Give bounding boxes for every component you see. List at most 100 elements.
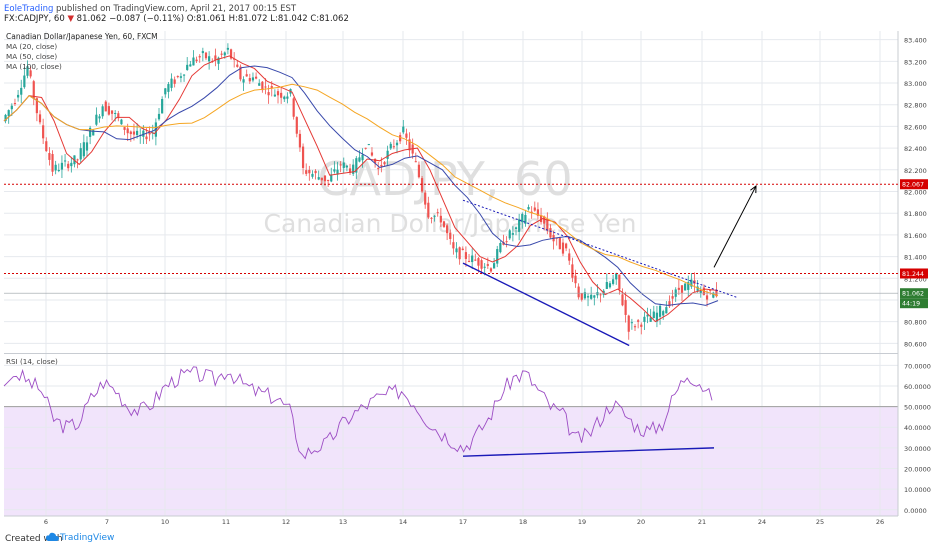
candle-body [709,289,712,291]
candle-body [370,152,374,156]
x-tick-label: 12 [282,518,290,526]
candle-body [135,130,139,136]
candle-body [286,96,289,99]
price-label-box [900,298,928,309]
candle-body [339,164,342,166]
candle-body [558,237,561,250]
candle-body [640,324,643,327]
candle-body [524,214,527,224]
rsi-tick-label: 10.0000 [904,486,931,494]
candle-body [267,92,270,96]
candle-body [590,294,593,299]
price-label-text: 82.067 [902,182,924,189]
candle-body [690,279,693,287]
candle-body [242,79,245,83]
candle-body [471,255,474,263]
main-chart-title: Canadian Dollar/Japanese Yen, 60, FXCM [6,32,158,41]
candle-body [79,148,82,160]
x-tick-label: 7 [105,518,109,526]
candle-body [298,133,302,148]
candle-body [355,158,358,173]
candle-body [489,268,493,272]
candle-body [574,275,577,284]
candle-body [317,177,320,180]
candle-body [696,286,699,291]
tradingview-brand[interactable]: TradingView [60,533,115,543]
rsi-tick-label: 60.0000 [904,383,931,391]
candle-body [442,221,446,227]
candle-body [665,307,668,314]
candle-body [514,227,518,229]
candle-body [367,144,370,146]
candle-body [546,219,549,231]
candle-body [314,170,317,174]
y-tick-label: 83.000 [904,80,927,88]
candle-body [236,64,239,67]
candle-body [38,114,42,123]
candle-body [301,146,305,168]
candle-body [408,139,411,151]
candle-body [13,103,17,105]
ma-legend-item: MA (50, close) [6,52,57,61]
candle-body [305,170,308,174]
candle-body [458,247,461,260]
candle-body [189,64,192,67]
candle-body [157,113,161,120]
ma100-line [3,83,719,297]
candle-body [57,169,60,172]
candle-body [483,266,486,268]
candle-body [352,164,355,174]
candle-body [254,76,258,79]
candle-body [424,192,427,205]
candle-body [114,112,117,114]
candle-body [273,94,276,97]
candle-body [258,83,261,86]
candle-body [23,75,26,88]
x-tick-label: 24 [758,518,766,526]
candle-body [295,117,298,134]
ma50-line [3,65,719,306]
price-label-box [900,268,928,279]
candle-body [308,169,311,174]
x-tick-label: 18 [519,518,527,526]
candle-body [42,125,45,139]
candle-body [101,106,104,117]
candle-body [518,219,521,232]
candle-body [496,249,499,264]
candle-body [646,314,649,317]
candle-body [430,217,433,219]
tradingview-cloud-icon [46,532,59,541]
candle-body [383,162,386,165]
candle-body [107,106,111,115]
candle-body [655,312,659,322]
candle-body [662,311,665,316]
candle-body [543,216,546,224]
candle-body [220,53,223,55]
candle-body [608,283,612,288]
candle-body [652,311,655,319]
candle-body [439,215,442,223]
candle-body [446,225,449,234]
candle-body [164,88,167,95]
candle-body [7,110,10,117]
symbol-line: FX:CADJPY, 60 ▼ 81.062 −0.087 (−0.11%) O… [4,14,349,24]
candle-body [449,232,452,239]
candle-body [92,130,95,136]
candles [4,43,718,340]
candle-body [668,301,671,307]
author-link[interactable]: EoleTrading [4,4,54,14]
candle-body [480,260,483,269]
y-tick-label: 82.600 [904,123,927,131]
y-tick-label: 80.800 [904,319,927,327]
candle-body [20,87,23,95]
candle-body [643,316,646,322]
candle-body [712,292,715,298]
ma-legend-item: MA (20, close) [6,42,57,51]
breakout-arrow-shaft [713,185,757,268]
candle-body [568,253,571,261]
candle-body [29,70,32,77]
candle-body [26,66,29,76]
rsi-tick-label: 70.0000 [904,362,931,370]
publish-line: EoleTrading published on TradingView.com… [4,4,296,14]
